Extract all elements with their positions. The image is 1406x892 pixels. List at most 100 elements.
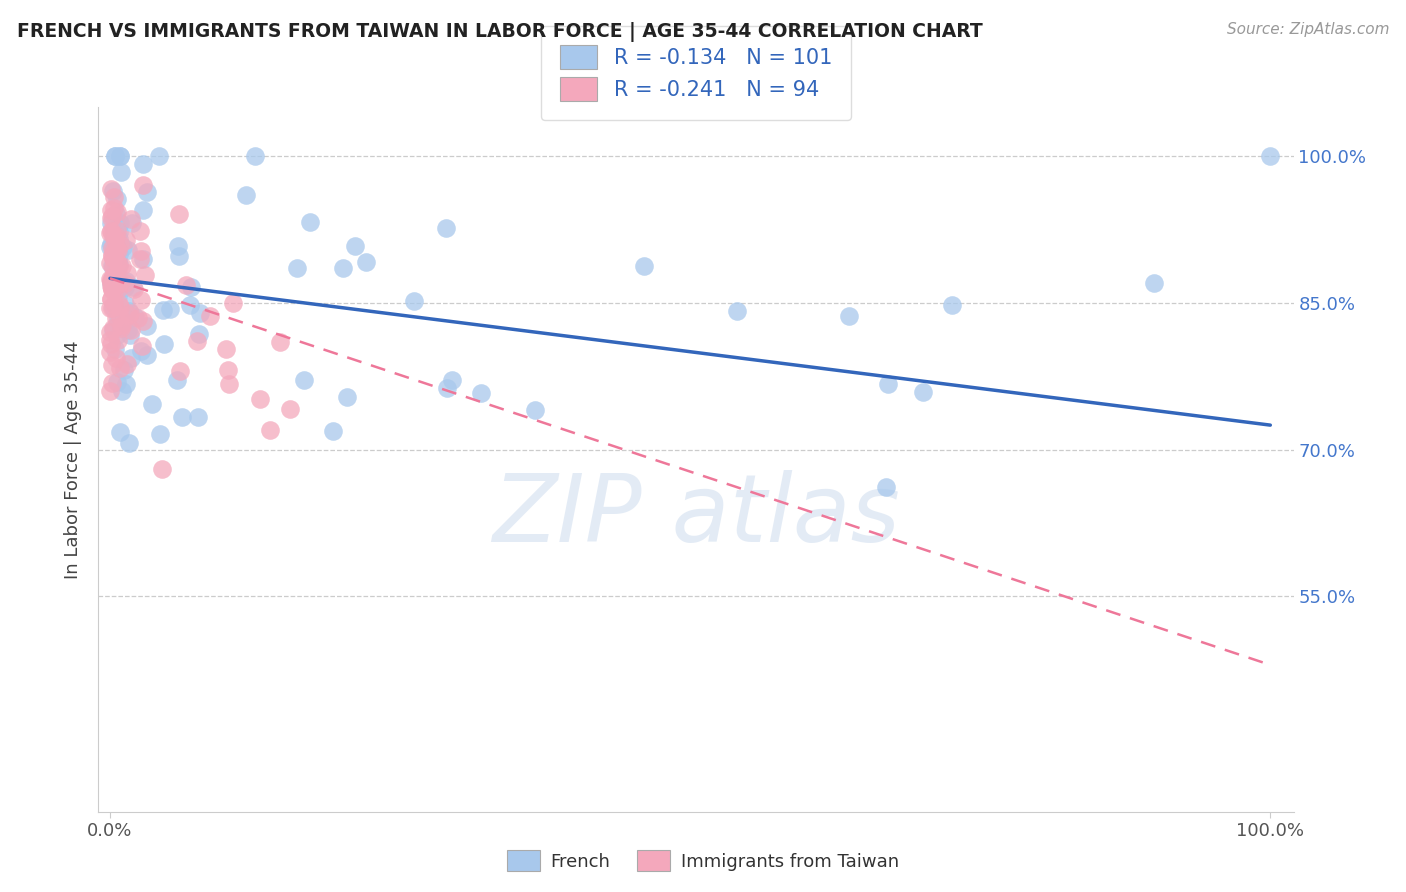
Point <box>107 244 129 258</box>
Point <box>107 297 129 311</box>
Point <box>118 306 141 320</box>
Point <box>104 233 127 247</box>
Point <box>103 226 125 240</box>
Point <box>524 403 547 417</box>
Point <box>120 323 142 337</box>
Point <box>114 276 136 290</box>
Point <box>117 358 139 372</box>
Point <box>103 184 125 198</box>
Point <box>110 425 132 439</box>
Point <box>115 266 138 280</box>
Point <box>633 259 655 273</box>
Point <box>120 351 142 365</box>
Point <box>107 333 129 347</box>
Point <box>187 410 209 425</box>
Point <box>136 348 159 362</box>
Point <box>911 385 934 400</box>
Point <box>166 373 188 387</box>
Point <box>101 323 124 337</box>
Point <box>104 149 127 163</box>
Point <box>121 280 143 294</box>
Point <box>100 181 122 195</box>
Point <box>100 281 122 295</box>
Point <box>100 240 122 254</box>
Point <box>108 216 131 230</box>
Point <box>404 293 426 308</box>
Point <box>132 314 155 328</box>
Point <box>100 224 122 238</box>
Point <box>124 310 146 325</box>
Point <box>100 209 122 223</box>
Point <box>110 237 132 252</box>
Point <box>148 149 170 163</box>
Point <box>169 364 191 378</box>
Point <box>115 233 138 247</box>
Point <box>107 192 129 206</box>
Point <box>107 282 129 296</box>
Point <box>332 261 354 276</box>
Point <box>725 304 748 318</box>
Point <box>118 311 141 326</box>
Point <box>105 351 128 365</box>
Text: ZIP atlas: ZIP atlas <box>492 470 900 561</box>
Point <box>198 310 221 324</box>
Point <box>100 292 122 306</box>
Point <box>103 190 125 204</box>
Point <box>103 260 125 274</box>
Point <box>100 216 122 230</box>
Point <box>107 265 129 279</box>
Point <box>107 311 129 326</box>
Point <box>110 310 132 325</box>
Point <box>186 334 208 348</box>
Text: Source: ZipAtlas.com: Source: ZipAtlas.com <box>1226 22 1389 37</box>
Point <box>103 343 125 357</box>
Point <box>218 377 240 392</box>
Point <box>132 178 155 193</box>
Point <box>150 462 173 476</box>
Point <box>135 318 157 333</box>
Point <box>98 384 121 399</box>
Point <box>129 244 152 258</box>
Point <box>129 224 152 238</box>
Legend: French, Immigrants from Taiwan: French, Immigrants from Taiwan <box>501 843 905 879</box>
Point <box>153 337 176 351</box>
Point <box>101 226 124 240</box>
Point <box>105 375 128 389</box>
Point <box>167 207 190 221</box>
Point <box>110 276 132 290</box>
Point <box>101 280 124 294</box>
Point <box>103 201 125 215</box>
Point <box>98 326 121 340</box>
Point <box>180 280 202 294</box>
Point <box>131 338 153 352</box>
Point <box>122 282 145 296</box>
Point <box>103 300 125 314</box>
Point <box>259 423 281 437</box>
Point <box>111 305 134 319</box>
Point <box>135 185 157 199</box>
Point <box>105 255 128 269</box>
Point <box>107 316 129 330</box>
Point <box>941 298 963 312</box>
Point <box>1258 149 1281 163</box>
Point <box>167 238 190 252</box>
Point <box>111 240 134 254</box>
Point <box>108 361 131 376</box>
Point <box>132 252 155 266</box>
Point <box>98 333 121 347</box>
Point <box>100 278 122 293</box>
Point <box>105 207 128 221</box>
Point <box>344 239 367 253</box>
Point <box>103 231 125 245</box>
Point <box>110 165 132 179</box>
Point <box>294 373 316 387</box>
Point <box>117 244 139 258</box>
Point <box>101 321 124 335</box>
Point <box>104 269 127 284</box>
Point <box>100 273 122 287</box>
Point <box>112 363 135 377</box>
Point <box>129 293 152 308</box>
Y-axis label: In Labor Force | Age 35-44: In Labor Force | Age 35-44 <box>65 340 83 579</box>
Point <box>1143 277 1166 291</box>
Point <box>134 268 156 282</box>
